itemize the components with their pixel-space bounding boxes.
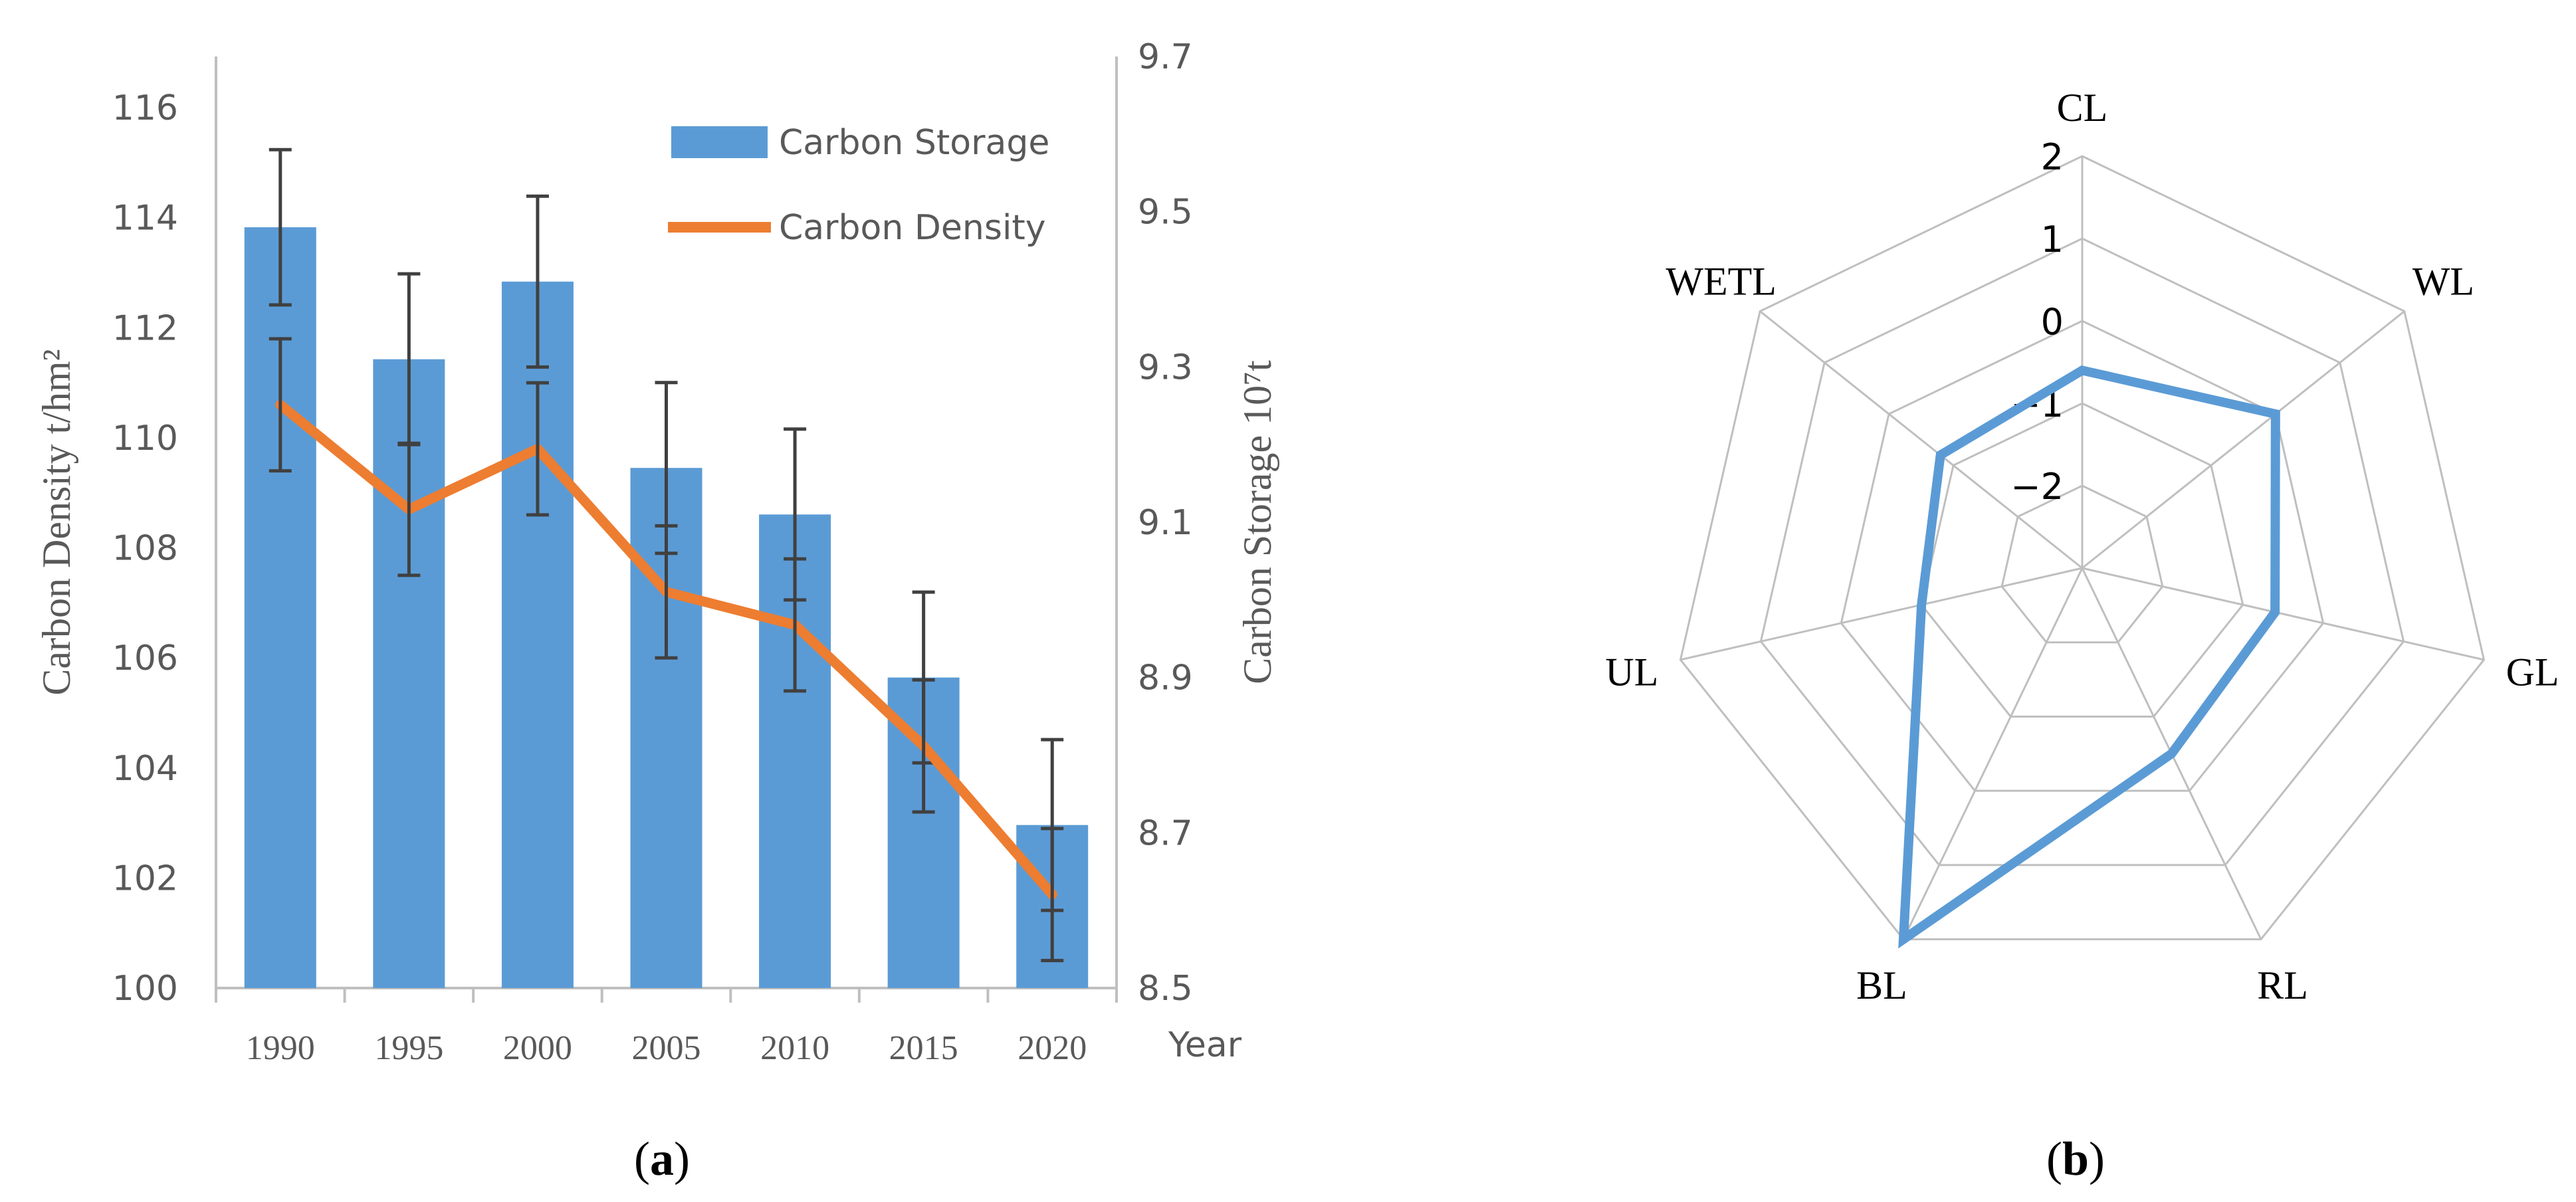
radar-spoke-UL [1680, 567, 2083, 661]
radar-tick-label: −2 [2010, 466, 2064, 508]
y-tick-label-102: 102 [112, 858, 178, 898]
radar-ring [1679, 155, 2486, 941]
y-tick-label-108: 108 [112, 529, 178, 569]
radar-category-BL: BL [1856, 963, 1907, 1007]
y-tick-label-104: 104 [112, 749, 178, 789]
radar-tick-label: 0 [2041, 301, 2064, 343]
line-error-2010 [784, 557, 807, 693]
bar-error-1990 [268, 148, 292, 307]
legend: Carbon Storage Carbon Density [668, 123, 1049, 248]
radar-series-line [1898, 365, 2280, 949]
radar-point-UL [1921, 604, 1923, 606]
y2-axis-label: Carbon Storage 10⁷t [1235, 360, 1279, 684]
panel-a-caption: (a) [634, 1132, 690, 1185]
y-tick-label-112: 112 [112, 308, 178, 348]
radar-category-GL: GL [2506, 651, 2559, 694]
radar-spoke-BL [1902, 567, 2084, 940]
x-tick-label-2015: 2015 [889, 1029, 958, 1067]
x-tick-label-1995: 1995 [374, 1029, 443, 1067]
radar-spoke-GL [2082, 567, 2484, 661]
radar-series [1898, 365, 2280, 949]
x-tick-label-2000: 2000 [503, 1029, 572, 1067]
left-ticks: 100 102 104 106 108 110 112 114 116 [112, 88, 178, 1009]
radar-point-WL [2274, 413, 2276, 415]
radar-category-labels: CL WL GL RL BL UL WETL [1605, 86, 2559, 1007]
x-ticks: 1990 1995 2000 2005 2010 2015 2020 [215, 988, 1118, 1067]
radar-spokes [1680, 156, 2484, 940]
radar-ring [2000, 484, 2164, 644]
radar-point-GL [2274, 611, 2276, 613]
x-tick-label-2010: 2010 [760, 1029, 829, 1067]
x-tick-label-2020: 2020 [1018, 1029, 1087, 1067]
radar-ring [1840, 320, 2325, 792]
radar-tick-label: 1 [2041, 219, 2064, 260]
y-tick-label-100: 100 [112, 969, 178, 1009]
line-error-1995 [397, 441, 421, 577]
y-axis-label: Carbon Density t/hm² [35, 349, 78, 695]
radar-category-WETL: WETL [1665, 260, 1776, 304]
radar-category-WL: WL [2413, 260, 2474, 304]
bar-error-2000 [526, 194, 549, 369]
y-tick-label-114: 114 [112, 199, 178, 239]
x-tick-label-1990: 1990 [246, 1029, 315, 1067]
radar-point-BL [1902, 938, 1904, 940]
radar-ring [1920, 402, 2244, 718]
y2-tick-label-9-1: 9.1 [1138, 503, 1193, 543]
line-error-2015 [912, 678, 935, 814]
y-tick-label-116: 116 [112, 88, 178, 128]
radar-spoke-WETL [1759, 310, 2083, 569]
panel-a: 100 102 104 106 108 110 112 114 116 8.5 8.7 8.9 9.1… [35, 37, 1279, 1185]
y2-tick-label-9-5: 9.5 [1138, 193, 1193, 233]
line-error-2005 [655, 524, 678, 660]
radar-point-WETL [1939, 454, 1941, 456]
radar-spoke-WL [2082, 310, 2405, 569]
legend-label-carbon-density: Carbon Density [779, 208, 1046, 248]
radar-ring [1759, 237, 2405, 866]
y-tick-label-110: 110 [112, 419, 178, 458]
panel-b-letter: b [2062, 1132, 2089, 1185]
radar-tick-label: 2 [2041, 136, 2064, 178]
line-error-2020 [1041, 827, 1064, 963]
y-tick-label-106: 106 [112, 639, 178, 678]
y2-tick-label-8-7: 8.7 [1138, 813, 1193, 853]
legend-swatch-carbon-storage [671, 126, 768, 158]
line-error-2000 [526, 381, 549, 517]
radar-point-RL [2171, 753, 2173, 755]
legend-label-carbon-storage: Carbon Storage [779, 123, 1049, 163]
y2-tick-label-8-9: 8.9 [1138, 658, 1193, 698]
radar-category-UL: UL [1605, 651, 1658, 694]
radar-category-CL: CL [2057, 86, 2108, 130]
y2-tick-label-9-3: 9.3 [1138, 348, 1193, 387]
panel-b-caption: (b) [2046, 1132, 2105, 1185]
line-error-1990 [268, 337, 292, 473]
radar-grid [1679, 155, 2486, 941]
x-tick-label-2005: 2005 [632, 1029, 701, 1067]
x-axis-label: Year [1168, 1025, 1242, 1065]
line-error-bars [268, 337, 1064, 963]
radar-tick-labels: 210−1−2 [2010, 136, 2064, 508]
right-ticks: 8.5 8.7 8.9 9.1 9.3 9.5 9.7 [1138, 37, 1193, 1009]
panel-a-letter: a [650, 1132, 674, 1185]
bar-error-bars [268, 148, 1064, 912]
y2-tick-label-8-5: 8.5 [1138, 969, 1193, 1009]
y2-tick-label-9-7: 9.7 [1138, 37, 1193, 77]
radar-point-CL [2082, 369, 2083, 371]
radar-category-RL: RL [2257, 963, 2308, 1007]
